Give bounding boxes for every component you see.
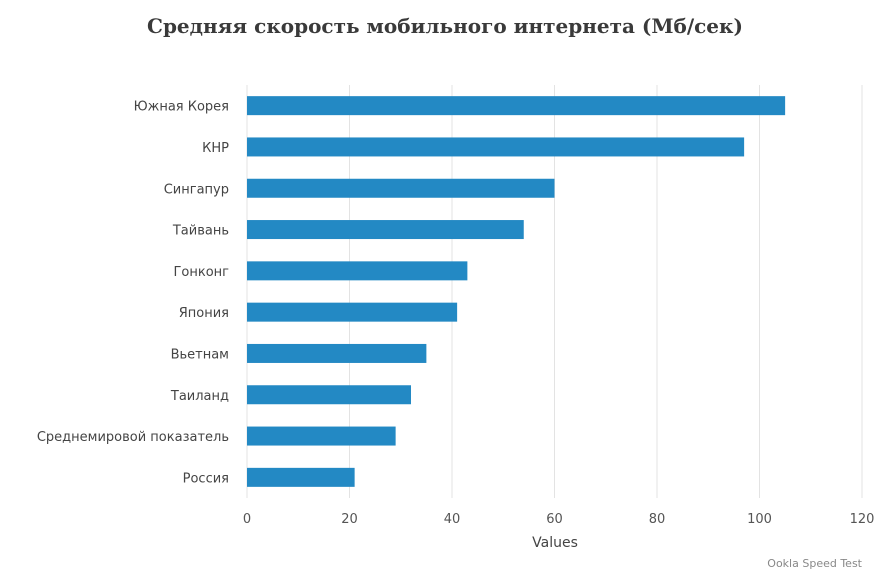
x-tick-label: 120 bbox=[850, 512, 875, 527]
category-labels: Южная Корея КНР Сингапур Тайвань Гонконг Япон… bbox=[37, 100, 229, 487]
category-label: Россия bbox=[183, 471, 229, 486]
category-label: Южная Корея bbox=[134, 100, 229, 115]
x-tick-label: 100 bbox=[747, 512, 772, 527]
bar[interactable] bbox=[247, 426, 396, 446]
category-label: Сингапур bbox=[164, 182, 229, 197]
category-label: Среднемировой показатель bbox=[37, 430, 229, 445]
bar[interactable] bbox=[247, 96, 786, 116]
bars bbox=[247, 96, 786, 487]
bar[interactable] bbox=[247, 343, 427, 363]
category-label: Вьетнам bbox=[171, 347, 229, 362]
x-axis-title: Values bbox=[532, 535, 578, 551]
bar[interactable] bbox=[247, 385, 411, 405]
x-tick-label: 40 bbox=[444, 512, 461, 527]
x-tick-label: 60 bbox=[546, 512, 563, 527]
bar[interactable] bbox=[247, 220, 524, 240]
x-tick-label: 80 bbox=[649, 512, 666, 527]
bar[interactable] bbox=[247, 302, 458, 322]
source-credit: Ookla Speed Test bbox=[767, 557, 862, 570]
category-label: Япония bbox=[179, 306, 229, 321]
x-tick-label: 0 bbox=[243, 512, 251, 527]
bar[interactable] bbox=[247, 467, 355, 487]
x-tick-label: 20 bbox=[341, 512, 358, 527]
bar[interactable] bbox=[247, 261, 468, 281]
category-label: Тайвань bbox=[172, 224, 229, 239]
chart-title: Средняя скорость мобильного интернета (М… bbox=[147, 14, 743, 38]
category-label: Гонконг bbox=[173, 265, 229, 280]
category-label: КНР bbox=[202, 141, 229, 156]
bar[interactable] bbox=[247, 178, 555, 198]
category-label: Таиланд bbox=[170, 389, 229, 404]
x-tick-labels: 0 20 40 60 80 100 120 bbox=[243, 512, 875, 527]
bar[interactable] bbox=[247, 137, 745, 157]
